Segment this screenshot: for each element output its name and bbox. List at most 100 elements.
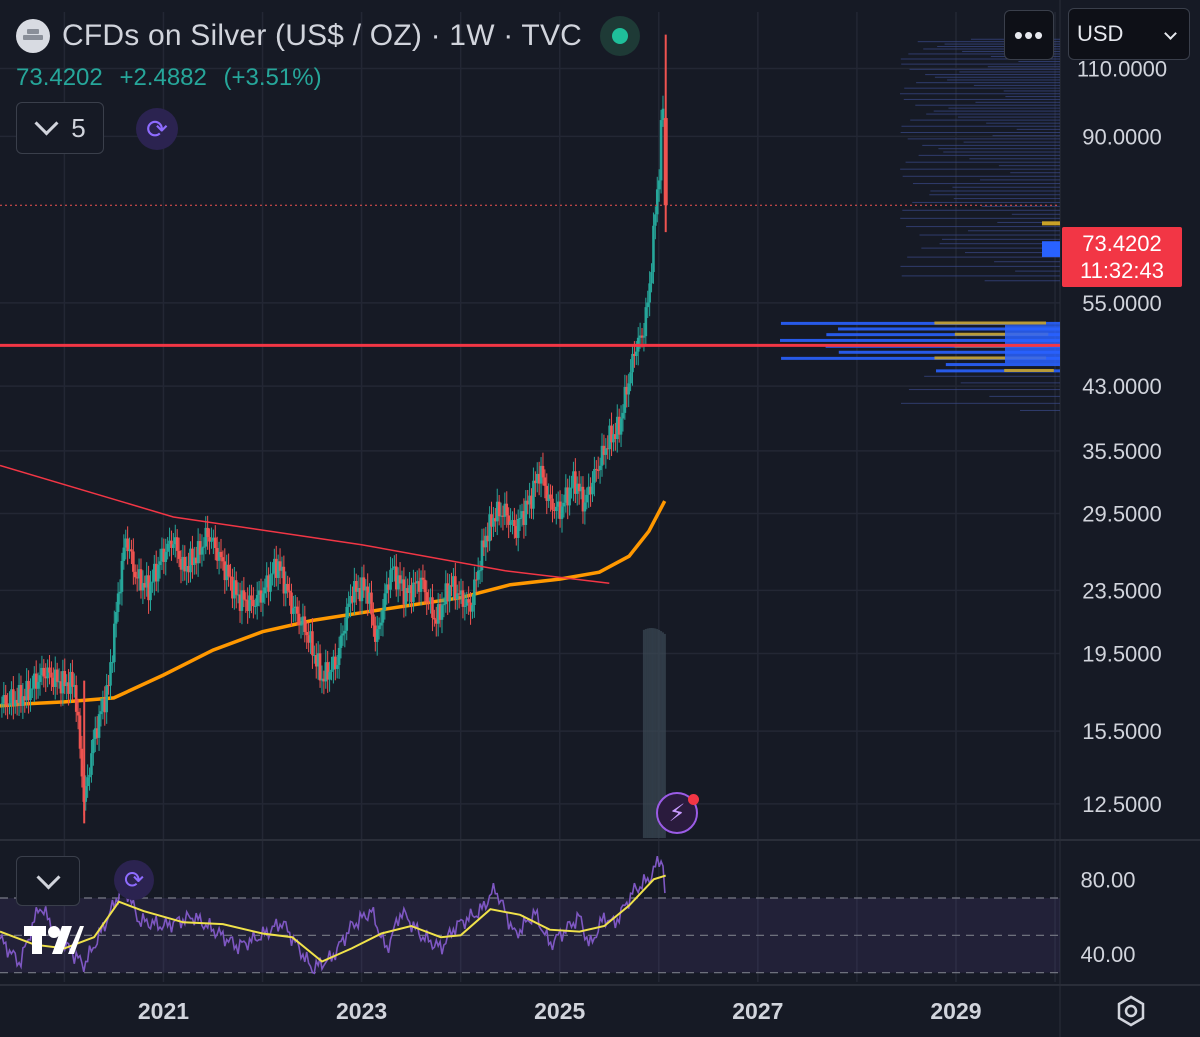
candle-body — [320, 678, 324, 681]
time-tick-label: 2029 — [930, 998, 981, 1024]
candle-body — [524, 500, 528, 525]
candle-body — [187, 565, 190, 573]
candle-body — [484, 535, 488, 548]
candle-body — [375, 629, 379, 642]
candle-body — [92, 739, 95, 754]
candle-body — [69, 671, 72, 694]
candle-body — [34, 673, 38, 689]
candle-body — [661, 108, 665, 121]
collapse-indicator-button[interactable] — [16, 856, 80, 906]
candle-body — [164, 551, 168, 562]
tradingview-logo-icon[interactable] — [24, 922, 84, 958]
candle-body — [372, 614, 375, 626]
volume-profile-bar — [954, 332, 1049, 336]
candle-body — [558, 501, 562, 519]
candle-body — [537, 473, 541, 484]
sync-icon[interactable]: ⟳ — [136, 108, 178, 150]
volume-profile-bar — [945, 363, 1060, 367]
volume-profile-bar — [992, 135, 1060, 137]
volume-profile-bar — [838, 350, 1060, 354]
candle-body — [474, 579, 478, 581]
volume-profile-bar — [1004, 368, 1054, 372]
volume-profile-bar — [967, 230, 1060, 232]
candle-body — [221, 557, 225, 562]
candle-body — [547, 494, 550, 501]
candle-body — [156, 564, 160, 582]
candle-body — [158, 561, 162, 565]
candle-body — [659, 120, 663, 181]
candle-body — [109, 662, 112, 686]
candle-body — [208, 537, 211, 542]
candle-body — [333, 656, 337, 669]
candle-body — [175, 537, 179, 551]
volume-profile-bar — [905, 161, 1060, 163]
volume-profile-bar — [902, 175, 1060, 177]
price-label-countdown: 11:32:43 — [1079, 258, 1164, 283]
candle-body — [646, 302, 650, 308]
candle-body — [118, 591, 122, 594]
candle-body — [410, 585, 413, 603]
candle-body — [278, 561, 282, 571]
collapse-legend-button[interactable]: 5 — [16, 102, 104, 154]
volume-profile-bar — [998, 165, 1060, 167]
candle-body — [366, 586, 369, 604]
volume-profile-bar — [1015, 270, 1060, 272]
candle-body — [116, 593, 120, 613]
candle-body — [473, 579, 476, 606]
volume-profile-bar — [926, 113, 1060, 115]
candle-body — [602, 445, 606, 455]
volume-profile-bar — [901, 275, 1060, 277]
candle-body — [234, 580, 238, 595]
volume-profile-bar — [918, 154, 1060, 156]
candle-body — [387, 584, 390, 590]
live-status-icon — [600, 16, 641, 56]
candle-body — [610, 425, 613, 443]
volume-profile-bar — [944, 43, 1060, 45]
candle-body — [105, 685, 108, 713]
settings-gear-icon[interactable] — [1114, 994, 1148, 1028]
candle-body — [0, 703, 4, 705]
candle-body — [196, 541, 200, 564]
candle-body — [225, 564, 229, 581]
candle-body — [364, 586, 368, 591]
volume-profile-bar — [837, 327, 1060, 331]
legend-count: 5 — [71, 112, 86, 143]
volume-profile-bar — [930, 190, 1060, 192]
candle-body — [4, 695, 8, 705]
candle-body — [162, 548, 166, 562]
candle-body — [103, 698, 107, 713]
candle-body — [575, 483, 579, 494]
symbol-header[interactable]: CFDs on Silver (US$ / OZ) · 1W · TVC — [16, 14, 641, 58]
symbol-title[interactable]: CFDs on Silver (US$ / OZ) · 1W · TVC — [62, 19, 583, 52]
currency-select[interactable]: USD — [1068, 8, 1190, 60]
candle-body — [556, 501, 560, 507]
candle-body — [213, 537, 217, 548]
candle-body — [286, 583, 289, 591]
candle-body — [619, 418, 623, 435]
volume-profile-bar — [987, 66, 1060, 68]
candle-body — [545, 485, 549, 501]
more-options-button[interactable]: ••• — [1004, 10, 1054, 60]
candle-body — [391, 568, 394, 570]
candle-body — [299, 624, 303, 626]
volume-profile-bar — [952, 186, 1060, 188]
candle-body — [250, 595, 253, 600]
volume-profile-bar — [997, 221, 1060, 223]
candle-body — [444, 583, 448, 605]
volume-profile-bar — [901, 402, 1060, 404]
candle-body — [61, 671, 65, 694]
candle-body — [202, 546, 206, 548]
candle-body — [252, 599, 255, 607]
volume-bar — [663, 633, 666, 838]
rsi-tick-label: 40.00 — [1080, 942, 1135, 967]
candle-body — [191, 548, 194, 565]
candle-body — [143, 583, 147, 588]
volume-bar — [648, 628, 651, 838]
candle-body — [276, 561, 280, 578]
candle-body — [402, 579, 406, 605]
candle-body — [657, 180, 661, 190]
candle-body — [530, 495, 533, 509]
candle-body — [534, 480, 537, 484]
indicator-sync-icon[interactable]: ⟳ — [114, 860, 154, 900]
